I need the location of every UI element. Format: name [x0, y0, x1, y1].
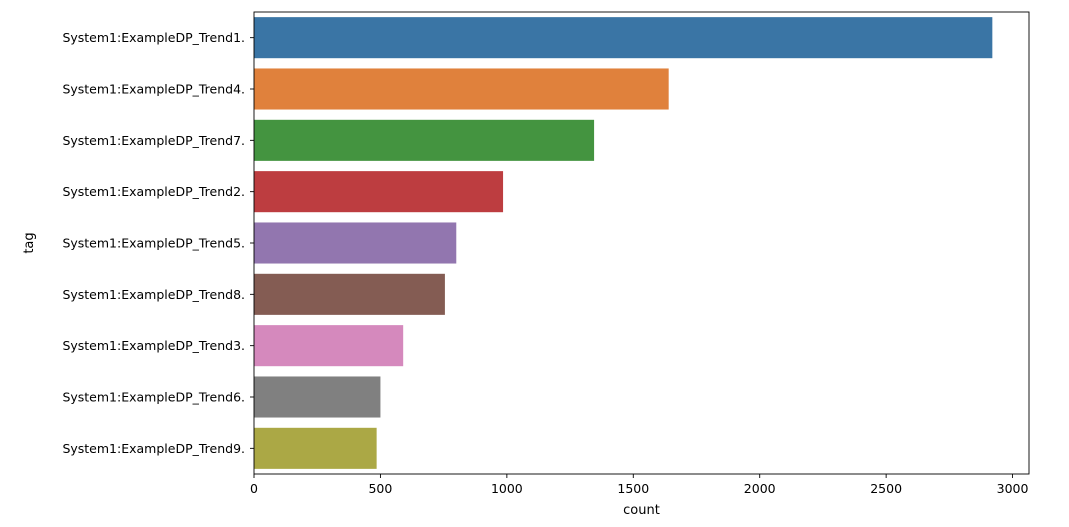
- bar-6: [254, 273, 445, 315]
- bars-group: [254, 17, 993, 469]
- y-tick-label: System1:ExampleDP_Trend5.: [62, 236, 245, 251]
- x-tick-label: 1500: [617, 481, 649, 496]
- x-tick-label: 2000: [744, 481, 776, 496]
- bar-1: [254, 17, 993, 59]
- x-tick-label: 3000: [997, 481, 1029, 496]
- bar-2: [254, 68, 669, 110]
- y-axis-label: tag: [22, 232, 37, 253]
- x-tick-label: 500: [368, 481, 392, 496]
- y-tick-label: System1:ExampleDP_Trend3.: [62, 338, 245, 353]
- bar-9: [254, 427, 377, 469]
- y-tick-label: System1:ExampleDP_Trend2.: [62, 184, 245, 199]
- x-tick-label: 1000: [491, 481, 523, 496]
- bar-5: [254, 222, 457, 264]
- y-axis-ticks: System1:ExampleDP_Trend1. System1:Example…: [62, 30, 254, 456]
- y-tick-label: System1:ExampleDP_Trend6.: [62, 390, 245, 405]
- y-tick-label: System1:ExampleDP_Trend4.: [62, 82, 245, 97]
- x-tick-label: 2500: [870, 481, 902, 496]
- y-tick-label: System1:ExampleDP_Trend8.: [62, 287, 245, 302]
- y-tick-label: System1:ExampleDP_Trend7.: [62, 133, 245, 148]
- x-tick-label: 0: [250, 481, 258, 496]
- bar-7: [254, 325, 404, 367]
- bar-3: [254, 119, 595, 161]
- x-axis-ticks: 0 500 1000 1500 2000 2500 3000: [250, 474, 1029, 496]
- x-axis-label: count: [623, 503, 660, 518]
- bar-4: [254, 171, 504, 213]
- y-tick-label: System1:ExampleDP_Trend1.: [62, 30, 245, 45]
- bar-8: [254, 376, 381, 418]
- y-tick-label: System1:ExampleDP_Trend9.: [62, 441, 245, 456]
